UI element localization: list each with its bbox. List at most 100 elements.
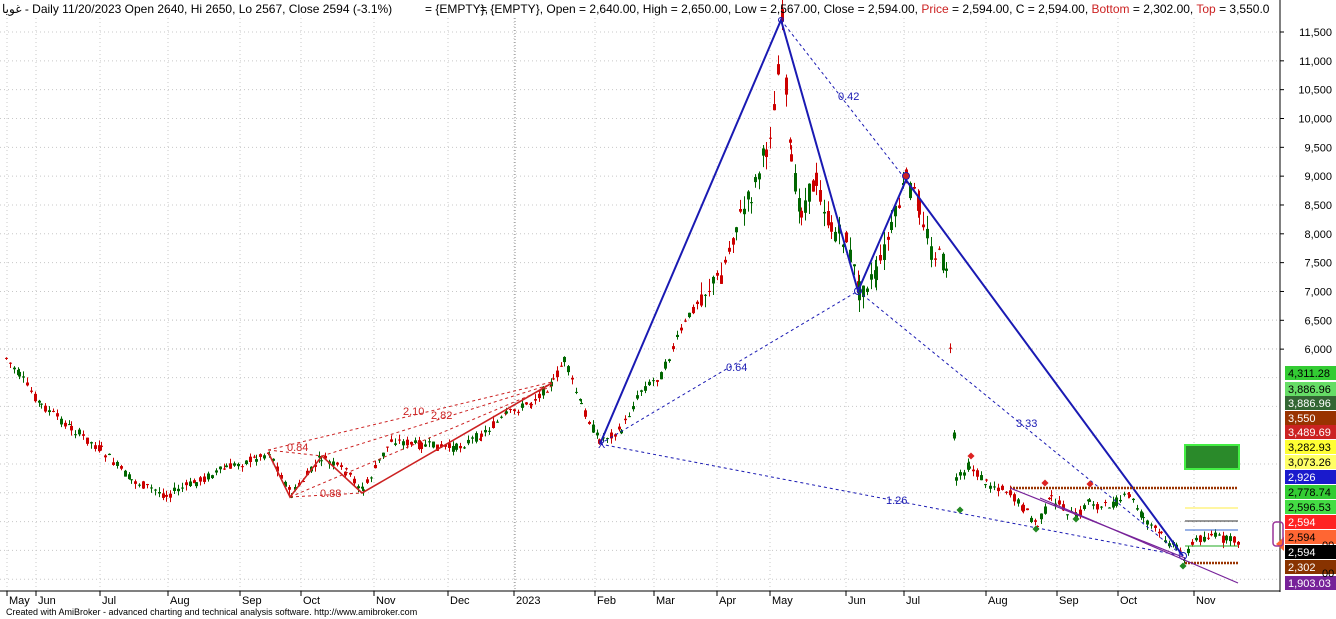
candle-body bbox=[556, 370, 559, 378]
price-tag-label: 3,886.96 bbox=[1288, 384, 1331, 396]
price-tag bbox=[1285, 440, 1336, 454]
x-tick-label: Aug bbox=[170, 595, 190, 607]
candle-body bbox=[898, 205, 901, 208]
candle-body bbox=[1237, 541, 1240, 545]
candle-body bbox=[1062, 504, 1065, 511]
candle-body bbox=[894, 205, 897, 217]
candle-body bbox=[70, 425, 73, 431]
candle-body bbox=[225, 465, 228, 468]
header-top-value: = 3,550.0 bbox=[1219, 2, 1270, 16]
price-tag bbox=[1285, 396, 1336, 410]
candle-body bbox=[546, 391, 549, 393]
candle-body bbox=[124, 470, 127, 477]
candle-body bbox=[827, 211, 830, 226]
candle-body bbox=[1050, 495, 1053, 497]
candle-body bbox=[934, 258, 937, 260]
candle-body bbox=[849, 249, 852, 263]
candle-body bbox=[1017, 499, 1020, 504]
candle-body bbox=[668, 359, 671, 362]
candle-body bbox=[432, 441, 435, 448]
price-tag-label: 4,311.28 bbox=[1288, 368, 1330, 380]
candle-body bbox=[765, 149, 768, 158]
candle-body bbox=[534, 399, 537, 401]
x-axis: May Jun Jul Aug Sep Oct Nov Dec 2023 Feb Mar Apr May… bbox=[6, 591, 1216, 607]
candle-body bbox=[571, 377, 574, 380]
candle-body bbox=[193, 480, 196, 484]
candle-body bbox=[255, 459, 258, 462]
x-tick-label: 2023 bbox=[516, 595, 540, 607]
harmonic-ratio-label: 1.26 bbox=[886, 495, 907, 507]
candle-body bbox=[696, 301, 699, 305]
candle-body bbox=[596, 432, 599, 436]
candle-body bbox=[1100, 506, 1103, 508]
point-x-marker: X bbox=[598, 439, 606, 451]
candle-body bbox=[1092, 504, 1095, 506]
candle-body bbox=[22, 376, 25, 378]
candle-body bbox=[241, 466, 244, 468]
candle-body bbox=[463, 447, 466, 449]
candle-body bbox=[684, 320, 687, 322]
candle-body bbox=[1022, 504, 1025, 512]
candle-body bbox=[1119, 499, 1122, 502]
candle-body bbox=[332, 461, 335, 466]
candle-body bbox=[563, 356, 566, 363]
x-tick-label: May bbox=[9, 595, 30, 607]
candle-body bbox=[993, 486, 996, 488]
x-tick-label: Nov bbox=[376, 595, 396, 607]
candle-body bbox=[1127, 493, 1130, 495]
candle-body bbox=[521, 403, 524, 408]
candle-body bbox=[130, 479, 133, 481]
left-ratio-line bbox=[289, 492, 363, 498]
x-tick-label: Jun bbox=[38, 595, 56, 607]
candle-body bbox=[440, 444, 443, 448]
price-tag-label: 1,903.03 bbox=[1288, 578, 1331, 590]
candle-body bbox=[1222, 535, 1225, 543]
candle-body bbox=[664, 361, 667, 369]
pivot-marker bbox=[854, 287, 862, 295]
candle-body bbox=[390, 439, 393, 442]
y-tick-label: 11,000 bbox=[1299, 56, 1332, 68]
axis-label-fragment: 00 bbox=[1322, 540, 1334, 552]
candle-body bbox=[509, 409, 512, 411]
left-ratio-label: 0.84 bbox=[287, 442, 308, 454]
candle-body bbox=[120, 466, 123, 469]
candle-body bbox=[34, 393, 37, 402]
candle-body bbox=[815, 172, 818, 186]
candle-body bbox=[488, 430, 491, 432]
candle-body bbox=[162, 493, 165, 498]
candle-body bbox=[739, 209, 742, 212]
candle-body bbox=[610, 432, 613, 439]
candle-body bbox=[1030, 517, 1033, 523]
candle-body bbox=[471, 437, 474, 439]
candle-body bbox=[930, 246, 933, 260]
axis-label-fragment: 00 bbox=[1322, 568, 1334, 580]
candle-body bbox=[692, 306, 695, 314]
price-tag bbox=[1285, 576, 1336, 590]
candle-body bbox=[169, 493, 172, 498]
candle-body bbox=[272, 458, 275, 461]
candle-body bbox=[357, 486, 360, 489]
header-price-label: Price bbox=[921, 2, 949, 16]
candle-body bbox=[134, 481, 137, 484]
candle-body bbox=[112, 462, 115, 465]
candle-body bbox=[1187, 548, 1190, 554]
candle-body bbox=[1233, 536, 1236, 543]
candle-body bbox=[56, 413, 59, 417]
candle-body bbox=[845, 232, 848, 243]
candle-body bbox=[728, 247, 731, 252]
candlestick-series bbox=[5, 0, 1240, 564]
harmonic-ratio-line bbox=[599, 290, 859, 445]
price-tag bbox=[1285, 560, 1336, 574]
candle-body bbox=[688, 312, 691, 318]
candle-body bbox=[1040, 513, 1043, 520]
candle-body bbox=[517, 411, 520, 413]
candle-body bbox=[1108, 507, 1111, 509]
candle-body bbox=[798, 198, 801, 212]
candle-body bbox=[40, 403, 43, 405]
candle-body bbox=[374, 465, 377, 469]
y-tick-label: 10,500 bbox=[1298, 85, 1332, 97]
candle-body bbox=[382, 452, 385, 457]
price-tag-label: 2,926 bbox=[1288, 472, 1316, 484]
candle-body bbox=[1160, 531, 1163, 533]
